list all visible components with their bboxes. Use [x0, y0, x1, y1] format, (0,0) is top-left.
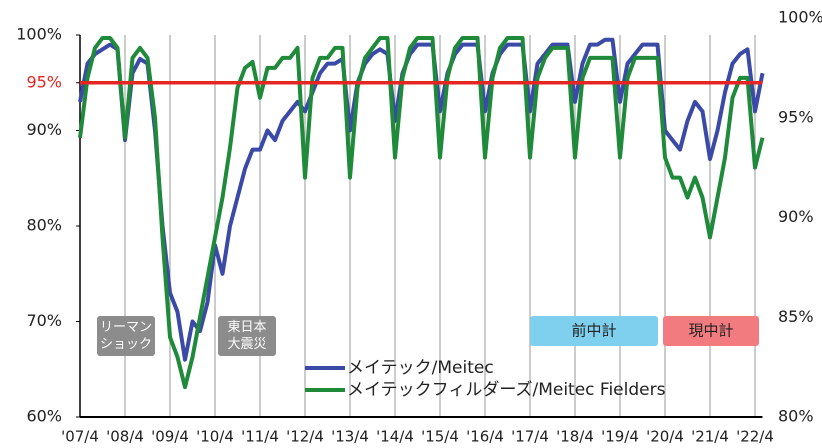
y2-tick-label: 95% [778, 107, 814, 126]
y2-tick-label: 85% [778, 307, 814, 326]
x-tick-label: '18/4 [556, 428, 594, 446]
x-tick-label: '19/4 [601, 428, 639, 446]
x-tick-label: '22/4 [736, 428, 774, 446]
series-line [78, 37, 765, 362]
x-tick-label: '13/4 [331, 428, 369, 446]
annotation-box [97, 316, 155, 356]
x-tick-label: '14/4 [376, 428, 414, 446]
annotation-box [663, 316, 759, 346]
x-tick-label: '20/4 [646, 428, 684, 446]
y2-tick-label: 100% [778, 8, 822, 27]
annotation-box [530, 316, 658, 346]
series-line [78, 36, 765, 390]
legend-label: メイテックフィルダーズ/Meitec Fielders [347, 380, 666, 400]
x-tick-label: '16/4 [466, 428, 504, 446]
y-tick-label: 60% [26, 407, 62, 426]
x-tick-label: '07/4 [61, 428, 99, 446]
y-tick-label: 100% [16, 25, 62, 44]
y-tick-label: 80% [26, 216, 62, 235]
legend-label: メイテック/Meitec [347, 358, 494, 378]
y2-tick-label: 90% [778, 207, 814, 226]
x-tick-label: '21/4 [691, 428, 729, 446]
annotation-text: 現中計 [688, 322, 733, 340]
x-tick-label: '11/4 [241, 428, 279, 446]
annotation-text: 東日本 [227, 319, 266, 335]
y2-tick-label: 80% [778, 407, 814, 426]
x-tick-label: '10/4 [196, 428, 234, 446]
y-tick-label: 90% [26, 120, 62, 139]
x-tick-label: '12/4 [286, 428, 324, 446]
annotation-box [218, 316, 276, 356]
annotation-text: ショック [100, 337, 152, 352]
y-tick-label: 70% [26, 311, 62, 330]
x-tick-label: '09/4 [151, 428, 189, 446]
x-tick-label: '15/4 [421, 428, 459, 446]
annotation-text: 大震災 [227, 337, 266, 352]
x-tick-label: '08/4 [106, 428, 144, 446]
y-tick-label: 95% [26, 72, 62, 91]
annotation-text: 前中計 [571, 322, 616, 340]
annotation-text: リーマン [100, 320, 152, 335]
x-tick-label: '17/4 [511, 428, 549, 446]
